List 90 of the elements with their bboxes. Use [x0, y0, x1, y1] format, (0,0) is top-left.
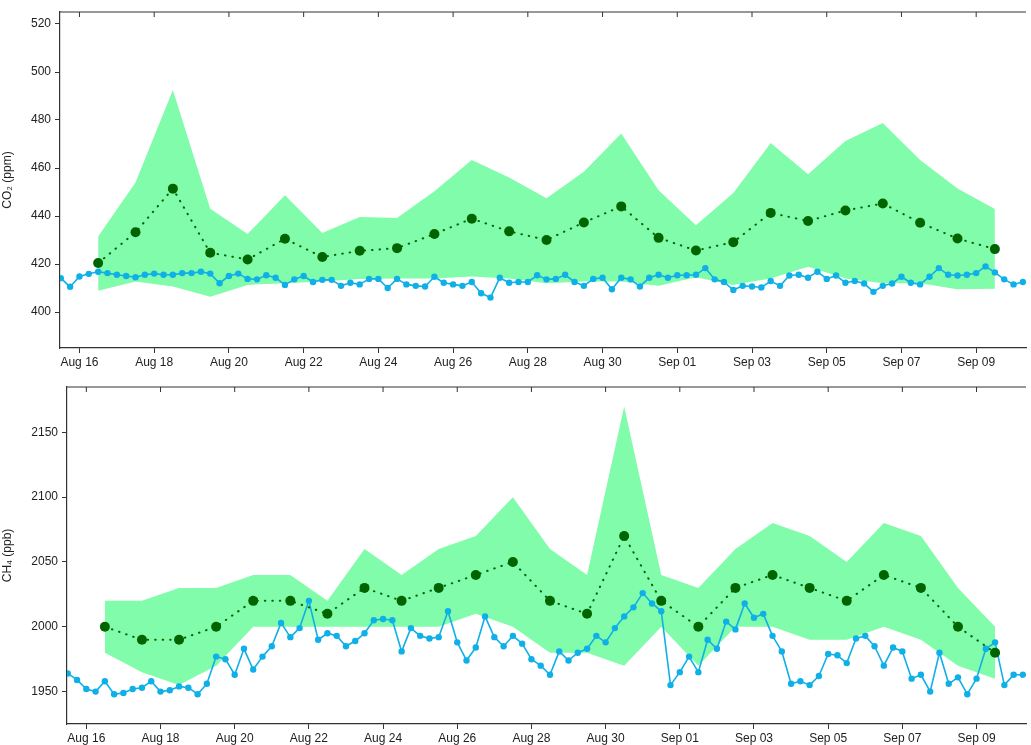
point	[616, 201, 627, 212]
point	[429, 229, 440, 239]
point	[99, 621, 110, 632]
y-tick-label: 420	[30, 256, 52, 271]
x-tick-label: Sep 03	[734, 730, 774, 745]
x-tick-label: Sep 01	[660, 730, 700, 745]
x-tick-label: Aug 22	[284, 354, 323, 369]
x-tick-label: Sep 01	[658, 354, 697, 369]
x-tick-label: Aug 30	[583, 354, 622, 369]
point	[990, 647, 1001, 658]
x-tick-label: Aug 20	[215, 730, 255, 745]
y-tick-label: 2050	[31, 554, 59, 569]
point	[541, 235, 552, 245]
y-tick-label: 440	[30, 208, 52, 223]
point	[578, 217, 589, 228]
x-tick-label: Sep 05	[809, 730, 848, 745]
point	[167, 183, 178, 194]
point	[136, 634, 147, 645]
x-tick-label: Aug 30	[586, 730, 625, 745]
point	[504, 226, 515, 237]
point	[656, 595, 667, 606]
point	[841, 595, 852, 606]
point	[878, 569, 889, 580]
y-tick-label: 480	[30, 112, 52, 127]
point	[730, 582, 741, 593]
point	[952, 233, 963, 244]
x-tick-label: Aug 18	[141, 730, 180, 745]
point	[877, 198, 888, 209]
point	[803, 216, 814, 227]
point	[248, 595, 259, 606]
x-tick-label: Aug 26	[434, 354, 473, 369]
point	[211, 621, 222, 632]
point	[174, 634, 185, 645]
y-axis-title: CO₂ (ppm)	[0, 151, 14, 209]
point	[507, 556, 518, 567]
y-tick-label: 1950	[31, 683, 59, 698]
point	[765, 207, 776, 218]
point	[285, 595, 296, 606]
point	[653, 232, 664, 243]
y-axis-title: CH₄ (ppb)	[0, 528, 14, 583]
point	[359, 582, 370, 593]
x-tick-label: Aug 26	[438, 730, 477, 745]
point	[693, 621, 704, 632]
x-tick-label: Sep 09	[957, 730, 996, 745]
point	[989, 244, 1000, 255]
y-tick-label: 500	[30, 64, 52, 79]
x-tick-label: Aug 18	[135, 354, 174, 369]
point	[840, 205, 851, 216]
point	[205, 247, 216, 258]
point	[915, 582, 926, 593]
point	[690, 245, 701, 256]
point	[544, 595, 555, 606]
point	[392, 243, 403, 254]
y-tick-label: 2150	[31, 424, 59, 439]
point	[354, 245, 365, 256]
x-tick-label: Sep 07	[883, 730, 922, 745]
point	[466, 213, 477, 224]
x-tick-label: Aug 24	[364, 730, 403, 745]
point	[322, 608, 333, 619]
y-tick-label: 2100	[31, 489, 59, 504]
x-tick-label: Aug 16	[60, 354, 99, 369]
point	[804, 582, 815, 593]
point	[317, 252, 328, 263]
x-tick-label: Aug 16	[67, 730, 106, 745]
x-tick-label: Aug 22	[289, 730, 329, 745]
point	[470, 569, 481, 580]
point	[279, 233, 290, 244]
y-tick-label: 460	[30, 160, 52, 175]
point	[728, 237, 739, 248]
y-tick-label: 400	[30, 304, 52, 319]
point	[396, 595, 407, 606]
x-tick-label: Aug 28	[512, 730, 551, 745]
x-tick-label: Sep 07	[882, 354, 921, 369]
y-tick-label: 2000	[31, 619, 59, 634]
point	[953, 621, 963, 632]
x-tick-label: Sep 09	[957, 354, 996, 369]
point	[130, 227, 141, 238]
x-tick-label: Aug 24	[359, 354, 398, 369]
point	[767, 569, 778, 580]
x-tick-label: Sep 03	[732, 354, 772, 369]
point	[93, 258, 104, 269]
point	[433, 582, 444, 593]
point	[582, 608, 593, 619]
x-tick-label: Aug 28	[508, 354, 548, 369]
x-tick-label: Aug 20	[209, 354, 249, 369]
y-tick-label: 520	[30, 16, 52, 31]
point	[242, 254, 253, 265]
point	[619, 531, 630, 542]
point	[915, 217, 926, 228]
x-tick-label: Sep 05	[807, 354, 847, 369]
